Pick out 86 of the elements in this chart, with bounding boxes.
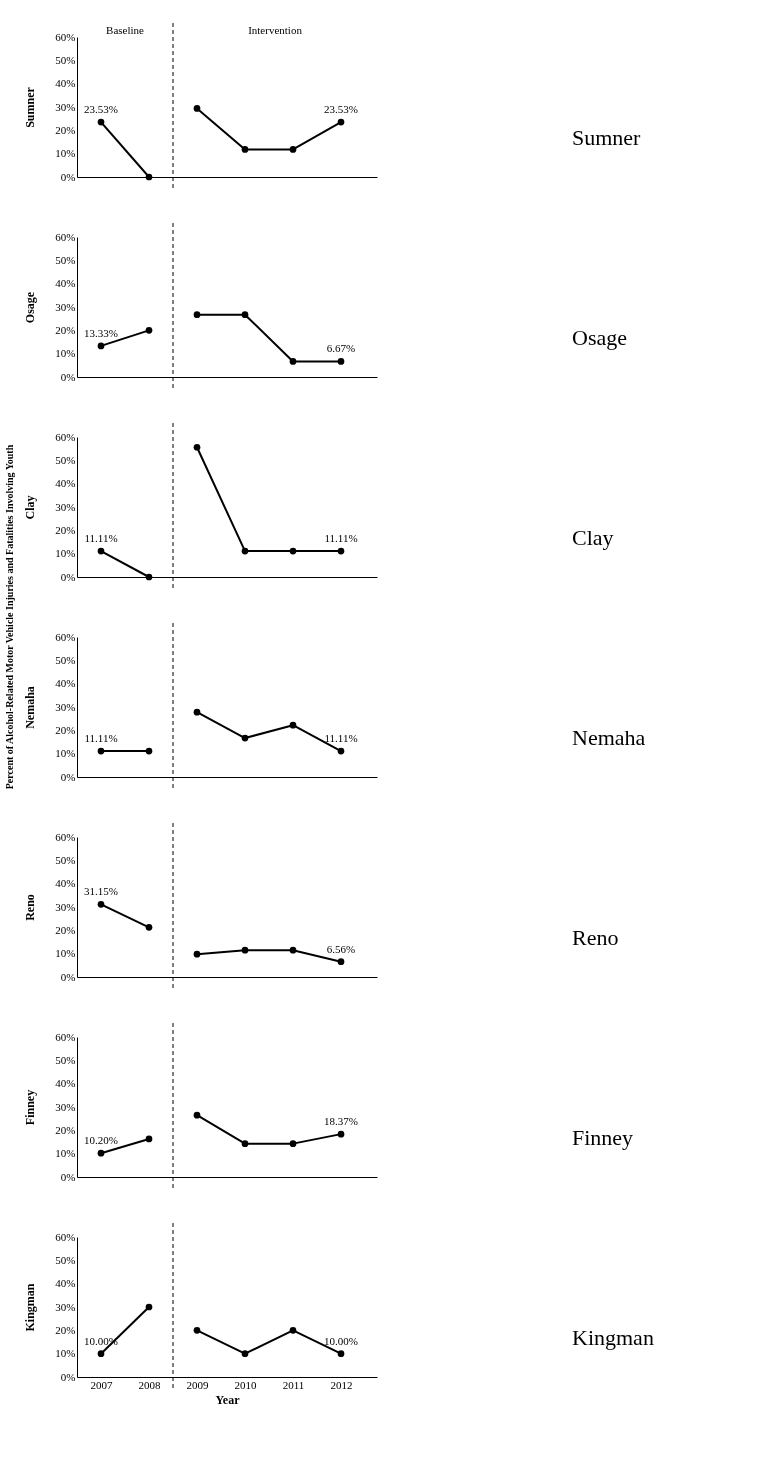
y-tick-label: 10% <box>55 1347 76 1360</box>
x-tick-label: 2008 <box>138 1378 161 1391</box>
y-tick-label: 30% <box>55 1300 76 1313</box>
data-label: 11.11% <box>324 532 358 545</box>
y-tick-label: 10% <box>55 947 76 960</box>
x-tick-label: 2011 <box>282 1378 305 1391</box>
data-label: 31.15% <box>84 885 118 898</box>
y-tick-label: 60% <box>55 230 76 243</box>
y-tick-label: 50% <box>55 1253 76 1266</box>
data-label: 10.20% <box>84 1134 118 1147</box>
y-tick-label: 30% <box>55 100 76 113</box>
text: Sumner <box>572 124 642 150</box>
y-tick-label: 40% <box>55 1077 76 1090</box>
y-tick-label: 60% <box>55 1030 76 1043</box>
y-tick-label: 0% <box>60 370 76 383</box>
y-tick-label: 50% <box>55 853 76 866</box>
y-tick-label: 20% <box>55 1123 76 1136</box>
text: Intervention <box>248 24 303 36</box>
y-tick-label: 40% <box>55 677 76 690</box>
y-tick-label: 60% <box>55 630 76 643</box>
y-tick-label: 10% <box>55 347 76 360</box>
text: Nemaha <box>572 724 646 750</box>
y-tick-label: 50% <box>55 453 76 466</box>
y-tick-label: 30% <box>55 900 76 913</box>
y-tick-label: 0% <box>60 1170 76 1183</box>
text: Finney <box>572 1124 634 1150</box>
x-tick-label: 2012 <box>330 1378 353 1391</box>
y-tick-label: 20% <box>55 1323 76 1336</box>
data-label: 6.56% <box>326 942 356 955</box>
y-tick-label: 10% <box>55 547 76 560</box>
data-label: 10.00% <box>324 1334 358 1347</box>
y-axis-title: Sumner <box>23 86 38 128</box>
y-tick-label: 40% <box>55 477 76 490</box>
y-tick-label: 20% <box>55 723 76 736</box>
y-tick-label: 40% <box>55 277 76 290</box>
x-tick-label: 2009 <box>186 1378 209 1391</box>
text: Osage <box>572 324 627 350</box>
text: Percent of Alcohol-Related Motor Vehicle Injuries and Fatalities Involving Youth <box>4 444 15 790</box>
y-tick-label: 60% <box>55 30 76 43</box>
y-axis-title: Nemaha <box>23 686 38 729</box>
x-tick-label: 2007 <box>90 1378 113 1391</box>
y-tick-label: 40% <box>55 77 76 90</box>
data-label: 13.33% <box>84 326 118 339</box>
y-tick-label: 50% <box>55 653 76 666</box>
y-tick-label: 0% <box>60 170 76 183</box>
y-tick-label: 50% <box>55 253 76 266</box>
data-label: 11.11% <box>84 532 118 545</box>
y-tick-label: 20% <box>55 923 76 936</box>
y-tick-label: 0% <box>60 1370 76 1383</box>
data-label: 23.53% <box>324 103 358 116</box>
data-label: 11.11% <box>324 732 358 745</box>
data-label: 11.11% <box>84 732 118 745</box>
y-tick-label: 10% <box>55 747 76 760</box>
y-axis-title: Osage <box>23 291 38 324</box>
data-label: 23.53% <box>84 103 118 116</box>
x-tick-label: 2010 <box>234 1378 257 1391</box>
text: Clay <box>572 524 614 550</box>
text: Kingman <box>572 1324 654 1350</box>
y-tick-label: 20% <box>55 123 76 136</box>
data-label: 18.37% <box>324 1115 358 1128</box>
x-axis-title: Year <box>215 1392 241 1407</box>
y-tick-label: 0% <box>60 770 76 783</box>
y-tick-label: 40% <box>55 877 76 890</box>
y-tick-label: 40% <box>55 1277 76 1290</box>
y-tick-label: 0% <box>60 970 76 983</box>
y-tick-label: 30% <box>55 1100 76 1113</box>
y-tick-label: 10% <box>55 147 76 160</box>
y-tick-label: 20% <box>55 323 76 336</box>
y-tick-label: 20% <box>55 523 76 536</box>
y-axis-title: Finney <box>23 1089 38 1126</box>
text: Reno <box>572 924 619 950</box>
data-label: 6.67% <box>326 342 356 355</box>
y-axis-title: Reno <box>23 894 38 921</box>
y-tick-label: 50% <box>55 1053 76 1066</box>
y-tick-label: 50% <box>55 53 76 66</box>
y-tick-label: 30% <box>55 700 76 713</box>
y-tick-label: 0% <box>60 570 76 583</box>
y-tick-label: 60% <box>55 830 76 843</box>
y-axis-title: Kingman <box>23 1283 38 1332</box>
text: Baseline <box>106 24 145 36</box>
y-axis-title: Clay <box>23 495 38 520</box>
y-tick-label: 60% <box>55 1230 76 1243</box>
y-tick-label: 10% <box>55 1147 76 1160</box>
y-tick-label: 60% <box>55 430 76 443</box>
y-tick-label: 30% <box>55 300 76 313</box>
y-tick-label: 30% <box>55 500 76 513</box>
